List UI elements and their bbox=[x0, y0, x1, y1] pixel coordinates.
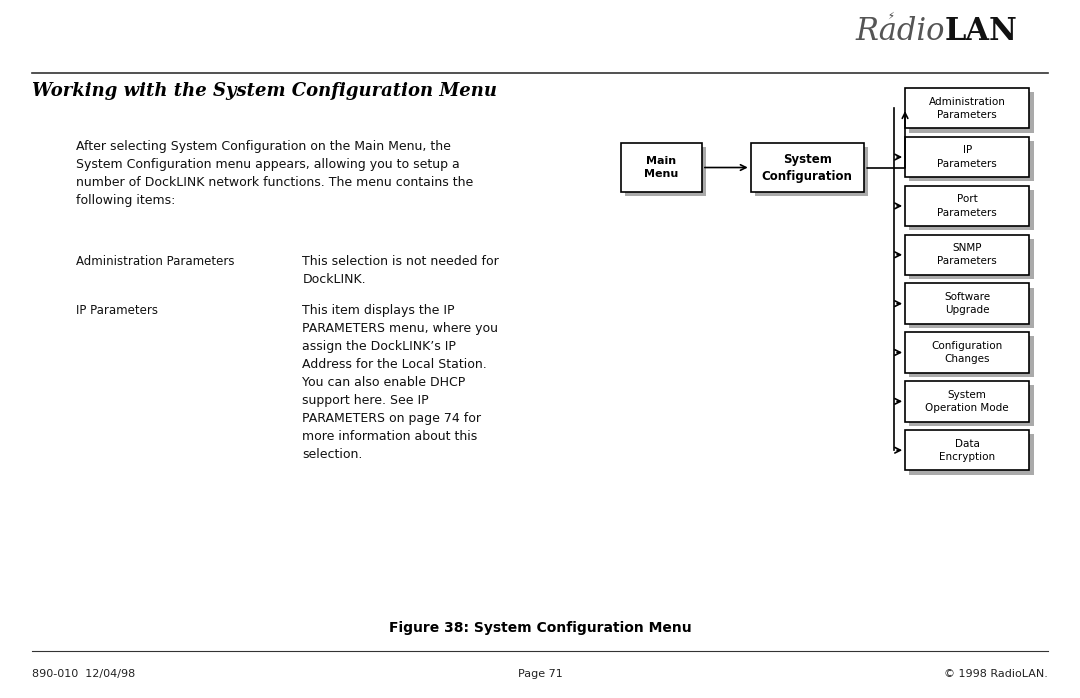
Text: IP Parameters: IP Parameters bbox=[76, 304, 158, 317]
FancyBboxPatch shape bbox=[621, 143, 702, 192]
FancyBboxPatch shape bbox=[905, 235, 1029, 275]
Text: Data
Encryption: Data Encryption bbox=[940, 438, 995, 462]
FancyBboxPatch shape bbox=[909, 239, 1034, 279]
FancyBboxPatch shape bbox=[909, 190, 1034, 230]
Text: Configuration
Changes: Configuration Changes bbox=[932, 341, 1002, 364]
FancyBboxPatch shape bbox=[905, 430, 1029, 470]
Text: Radio: Radio bbox=[855, 16, 945, 47]
Text: Software
Upgrade: Software Upgrade bbox=[944, 292, 990, 315]
FancyBboxPatch shape bbox=[905, 137, 1029, 177]
Text: IP
Parameters: IP Parameters bbox=[937, 145, 997, 169]
Text: © 1998 RadioLAN.: © 1998 RadioLAN. bbox=[944, 669, 1048, 678]
Text: Administration Parameters: Administration Parameters bbox=[76, 255, 234, 268]
FancyBboxPatch shape bbox=[905, 186, 1029, 226]
FancyBboxPatch shape bbox=[909, 434, 1034, 475]
Text: SNMP
Parameters: SNMP Parameters bbox=[937, 243, 997, 267]
Text: LAN: LAN bbox=[945, 16, 1017, 47]
FancyBboxPatch shape bbox=[909, 141, 1034, 181]
FancyBboxPatch shape bbox=[751, 143, 864, 192]
FancyBboxPatch shape bbox=[905, 381, 1029, 422]
Text: ⚡: ⚡ bbox=[888, 11, 894, 21]
FancyBboxPatch shape bbox=[905, 332, 1029, 373]
Text: This item displays the IP
PARAMETERS menu, where you
assign the DockLINK’s IP
Ad: This item displays the IP PARAMETERS men… bbox=[302, 304, 498, 461]
FancyBboxPatch shape bbox=[905, 88, 1029, 128]
FancyBboxPatch shape bbox=[909, 385, 1034, 426]
FancyBboxPatch shape bbox=[905, 283, 1029, 324]
Text: Working with the System Configuration Menu: Working with the System Configuration Me… bbox=[32, 82, 498, 100]
Text: Port
Parameters: Port Parameters bbox=[937, 194, 997, 218]
Text: After selecting System Configuration on the Main Menu, the
System Configuration : After selecting System Configuration on … bbox=[76, 140, 473, 207]
Text: Main
Menu: Main Menu bbox=[645, 156, 678, 179]
Text: This selection is not needed for
DockLINK.: This selection is not needed for DockLIN… bbox=[302, 255, 499, 285]
Text: System
Operation Mode: System Operation Mode bbox=[926, 389, 1009, 413]
Text: Administration
Parameters: Administration Parameters bbox=[929, 96, 1005, 120]
Text: Page 71: Page 71 bbox=[517, 669, 563, 678]
Text: System
Configuration: System Configuration bbox=[761, 153, 853, 182]
FancyBboxPatch shape bbox=[755, 147, 868, 196]
FancyBboxPatch shape bbox=[909, 336, 1034, 377]
FancyBboxPatch shape bbox=[909, 92, 1034, 133]
Text: 890-010  12/04/98: 890-010 12/04/98 bbox=[32, 669, 136, 678]
FancyBboxPatch shape bbox=[909, 288, 1034, 328]
Text: Figure 38: System Configuration Menu: Figure 38: System Configuration Menu bbox=[389, 621, 691, 635]
FancyBboxPatch shape bbox=[625, 147, 706, 196]
